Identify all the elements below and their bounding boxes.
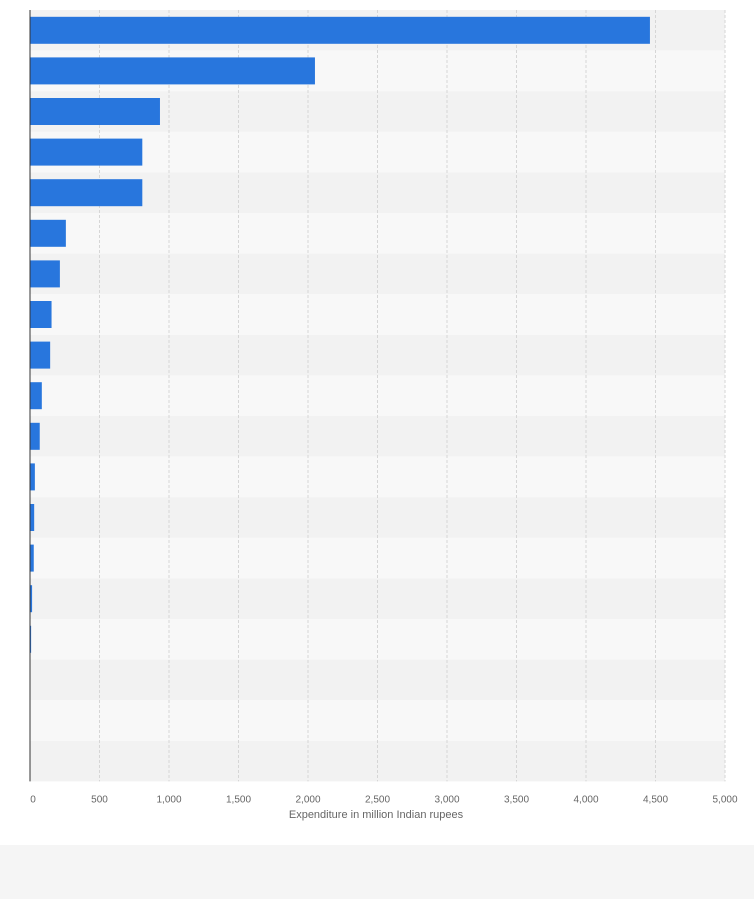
x-tick-label: 3,500 <box>504 794 529 805</box>
x-axis-title: Expenditure in million Indian rupees <box>289 809 464 821</box>
bar[interactable] <box>30 545 34 572</box>
bar[interactable] <box>30 179 142 206</box>
bar[interactable] <box>30 57 315 84</box>
x-tick-label: 5,000 <box>712 794 737 805</box>
bar[interactable] <box>30 423 40 450</box>
x-tick-label: 4,500 <box>643 794 668 805</box>
x-tick-label: 1,000 <box>156 794 181 805</box>
bar[interactable] <box>30 382 42 409</box>
bar[interactable] <box>30 301 52 328</box>
bar[interactable] <box>30 98 160 125</box>
x-tick-label: 500 <box>91 794 108 805</box>
bar[interactable] <box>30 342 50 369</box>
row-band <box>30 254 725 295</box>
x-tick-label: 0 <box>30 794 36 805</box>
x-tick-label: 3,000 <box>434 794 459 805</box>
bar[interactable] <box>30 139 142 166</box>
bar[interactable] <box>30 17 650 44</box>
bar[interactable] <box>30 220 66 247</box>
bar[interactable] <box>30 260 60 287</box>
x-tick-label: 2,000 <box>295 794 320 805</box>
x-tick-label: 4,000 <box>573 794 598 805</box>
bar[interactable] <box>30 504 34 531</box>
x-tick-label: 1,500 <box>226 794 251 805</box>
footer-area <box>0 845 754 899</box>
x-tick-label: 2,500 <box>365 794 390 805</box>
bar[interactable] <box>30 463 35 490</box>
